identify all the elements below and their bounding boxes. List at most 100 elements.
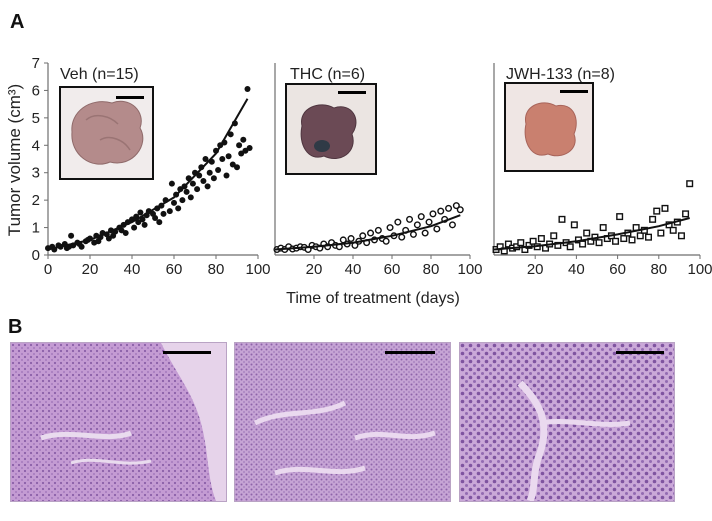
scale-bar [616,351,664,354]
data-point [566,243,574,251]
data-point [183,188,190,195]
data-point [529,237,537,245]
x-tick-label: 100 [245,261,270,278]
y-tick-label: 7 [32,55,40,72]
data-point [166,208,173,215]
data-point [160,210,167,217]
x-tick-label: 40 [124,261,141,278]
data-point [189,180,196,187]
chart-thc: 20 40 60 80 100 THC (n=6) [273,63,483,278]
data-point [437,207,445,215]
data-point [236,142,243,149]
data-point [537,235,545,243]
data-point [612,237,620,245]
scale-bar [163,351,211,354]
data-point [452,202,460,210]
data-point [141,221,148,228]
data-point [657,229,665,237]
data-point [215,166,222,173]
data-point [517,239,525,247]
x-tick-label: 20 [527,261,544,278]
data-point [653,207,661,215]
data-point [194,186,201,193]
scale-bar [385,351,435,354]
y-tick-label: 0 [32,247,40,264]
data-point [406,215,414,223]
tumor-photo-thc [285,83,377,175]
data-point [187,194,194,201]
x-tick-label: 20 [82,261,99,278]
data-point [686,180,694,188]
panel-label-b: B [8,316,22,338]
data-point [433,225,441,233]
data-point [168,180,175,187]
y-tick-label: 1 [32,220,40,237]
data-point [425,218,433,226]
x-tick-label: 60 [166,261,183,278]
data-point [636,232,644,240]
x-tick-label: 60 [384,261,401,278]
x-axis-label: Time of treatment (days) [286,290,460,307]
data-point [152,214,159,221]
data-point [570,221,578,229]
data-point [68,232,75,239]
data-point [398,233,406,241]
data-point [677,232,685,240]
x-tick-label: 100 [687,261,712,278]
y-tick-label: 6 [32,82,40,99]
data-point [374,226,382,234]
fit-curve [274,214,461,251]
data-point [599,224,607,232]
data-point [558,215,566,223]
x-tick-label: 80 [208,261,225,278]
fit-curve [47,98,249,251]
micrograph-jwh133 [459,342,675,502]
data-point [200,177,207,184]
data-point [429,210,437,218]
chart-title: Veh (n=15) [60,66,139,83]
data-point [579,240,587,248]
data-point [525,241,533,249]
data-point [175,205,182,212]
data-point [202,156,209,162]
data-point [131,224,138,231]
data-point [382,237,390,245]
data-point [240,136,247,143]
data-point [223,172,230,179]
data-point [445,204,453,212]
data-point [649,215,657,223]
y-tick-label: 4 [32,137,40,154]
data-point [137,209,144,216]
data-point [456,206,464,214]
data-point [78,243,85,250]
data-point [339,236,347,244]
x-tick-label: 20 [306,261,323,278]
data-point [386,224,394,232]
data-point [421,229,429,237]
data-point [179,197,186,204]
data-point [417,213,425,221]
tumor-photo-jwh [504,82,594,172]
micrograph-thc [234,342,451,502]
data-point [227,131,234,138]
data-point [620,235,628,243]
data-point [595,239,603,247]
x-tick-label: 80 [423,261,440,278]
x-tick-label: 80 [650,261,667,278]
y-tick-label: 2 [32,192,40,209]
data-point [204,183,211,190]
data-point [413,221,421,229]
data-point [219,156,226,162]
data-point [244,86,251,93]
tumor-photo-veh [59,86,154,180]
data-point [616,213,624,221]
chart-veh: 0 20 40 60 80 100 0 1 2 3 4 5 6 7 Veh (n=15) [32,55,271,278]
data-point [661,204,669,212]
x-tick-label: 40 [345,261,362,278]
y-tick-label: 5 [32,110,40,127]
data-point [359,232,367,240]
data-point [225,153,232,160]
micrograph-veh [10,342,227,502]
x-tick-label: 60 [609,261,626,278]
data-point [628,236,636,244]
